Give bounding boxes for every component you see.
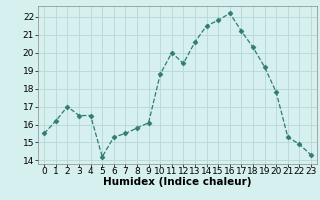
X-axis label: Humidex (Indice chaleur): Humidex (Indice chaleur) — [103, 177, 252, 187]
